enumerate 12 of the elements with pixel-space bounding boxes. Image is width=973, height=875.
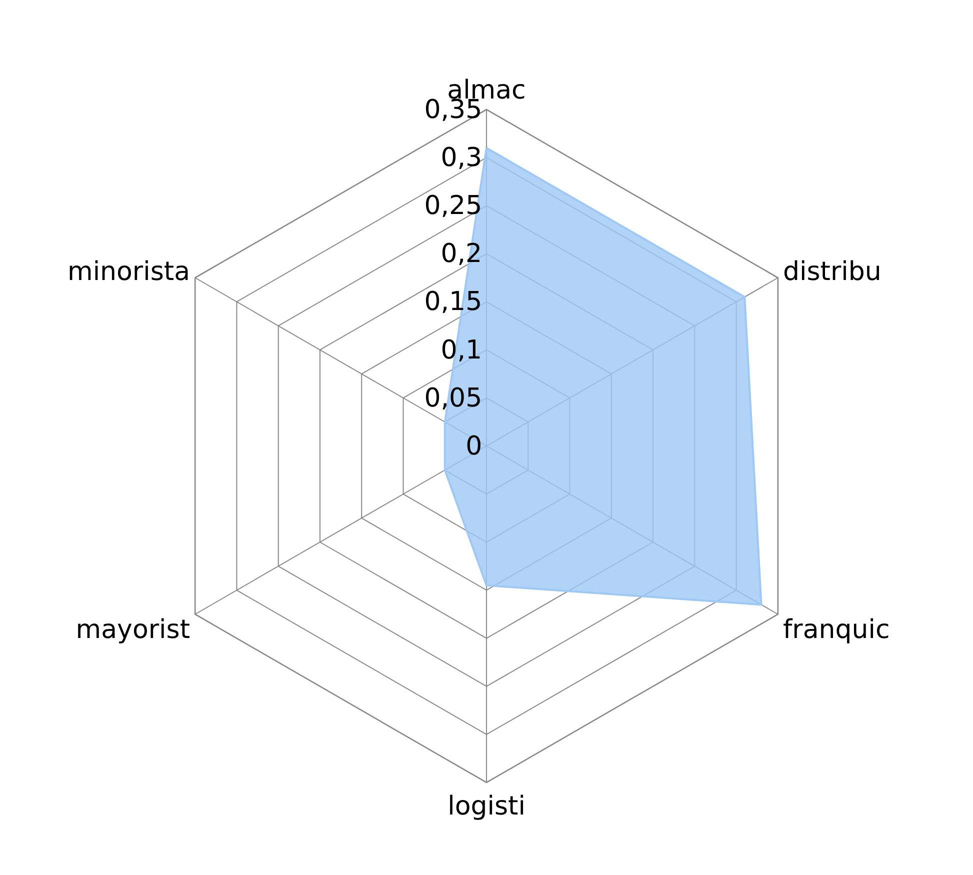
y-tick-label: 0,1 [440, 335, 482, 366]
y-tick-label: 0,05 [424, 383, 482, 414]
y-tick-label: 0,15 [424, 287, 482, 318]
y-tick-label: 0,3 [440, 143, 482, 174]
spoke-label: distribu [782, 257, 882, 288]
y-tick-label: 0 [466, 431, 482, 462]
spoke-label: minorista [67, 257, 190, 288]
spoke-label: logisti [448, 791, 526, 822]
spoke-label: franquic [782, 615, 890, 646]
spoke-label: mayorist [76, 615, 190, 646]
y-tick-label: 0,25 [424, 191, 482, 222]
y-tick-label: 0,2 [440, 239, 482, 270]
